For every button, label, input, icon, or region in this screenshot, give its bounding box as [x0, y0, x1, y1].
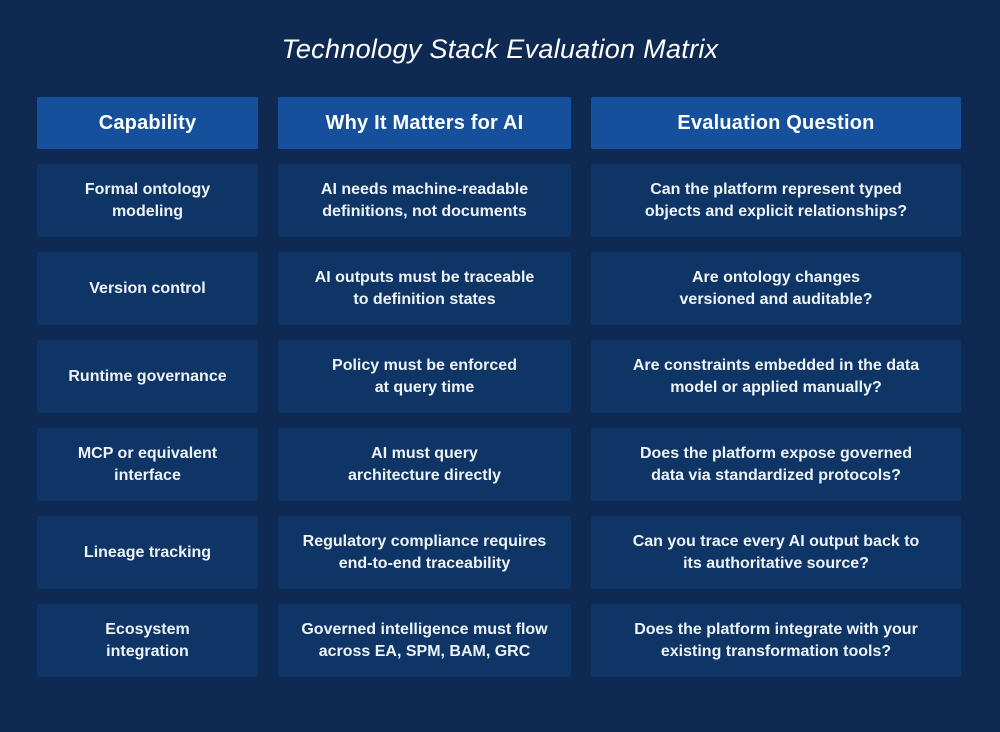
cell-row5-capability: Lineage tracking — [37, 516, 258, 589]
header-cell-capability: Capability — [37, 97, 258, 149]
cell-row6-why: Governed intelligence must flow across E… — [278, 604, 571, 677]
cell-row2-why: AI outputs must be traceable to definiti… — [278, 252, 571, 325]
cell-row5-question: Can you trace every AI output back to it… — [591, 516, 961, 589]
cell-row1-why: AI needs machine-readable definitions, n… — [278, 164, 571, 237]
cell-row1-question: Can the platform represent typed objects… — [591, 164, 961, 237]
cell-row1-capability: Formal ontology modeling — [37, 164, 258, 237]
cell-row3-why: Policy must be enforced at query time — [278, 340, 571, 413]
header-cell-evaluation-question: Evaluation Question — [591, 97, 961, 149]
cell-row6-capability: Ecosystem integration — [37, 604, 258, 677]
cell-row4-question: Does the platform expose governed data v… — [591, 428, 961, 501]
cell-row2-capability: Version control — [37, 252, 258, 325]
cell-row3-question: Are constraints embedded in the data mod… — [591, 340, 961, 413]
cell-row4-capability: MCP or equivalent interface — [37, 428, 258, 501]
page-title: Technology Stack Evaluation Matrix — [281, 34, 719, 64]
cell-row3-capability: Runtime governance — [37, 340, 258, 413]
cell-row6-question: Does the platform integrate with your ex… — [591, 604, 961, 677]
cell-row2-question: Are ontology changes versioned and audit… — [591, 252, 961, 325]
cell-row4-why: AI must query architecture directly — [278, 428, 571, 501]
header-cell-why-it-matters: Why It Matters for AI — [278, 97, 571, 149]
evaluation-matrix-table: Capability Why It Matters for AI Evaluat… — [0, 97, 961, 677]
cell-row5-why: Regulatory compliance requires end-to-en… — [278, 516, 571, 589]
